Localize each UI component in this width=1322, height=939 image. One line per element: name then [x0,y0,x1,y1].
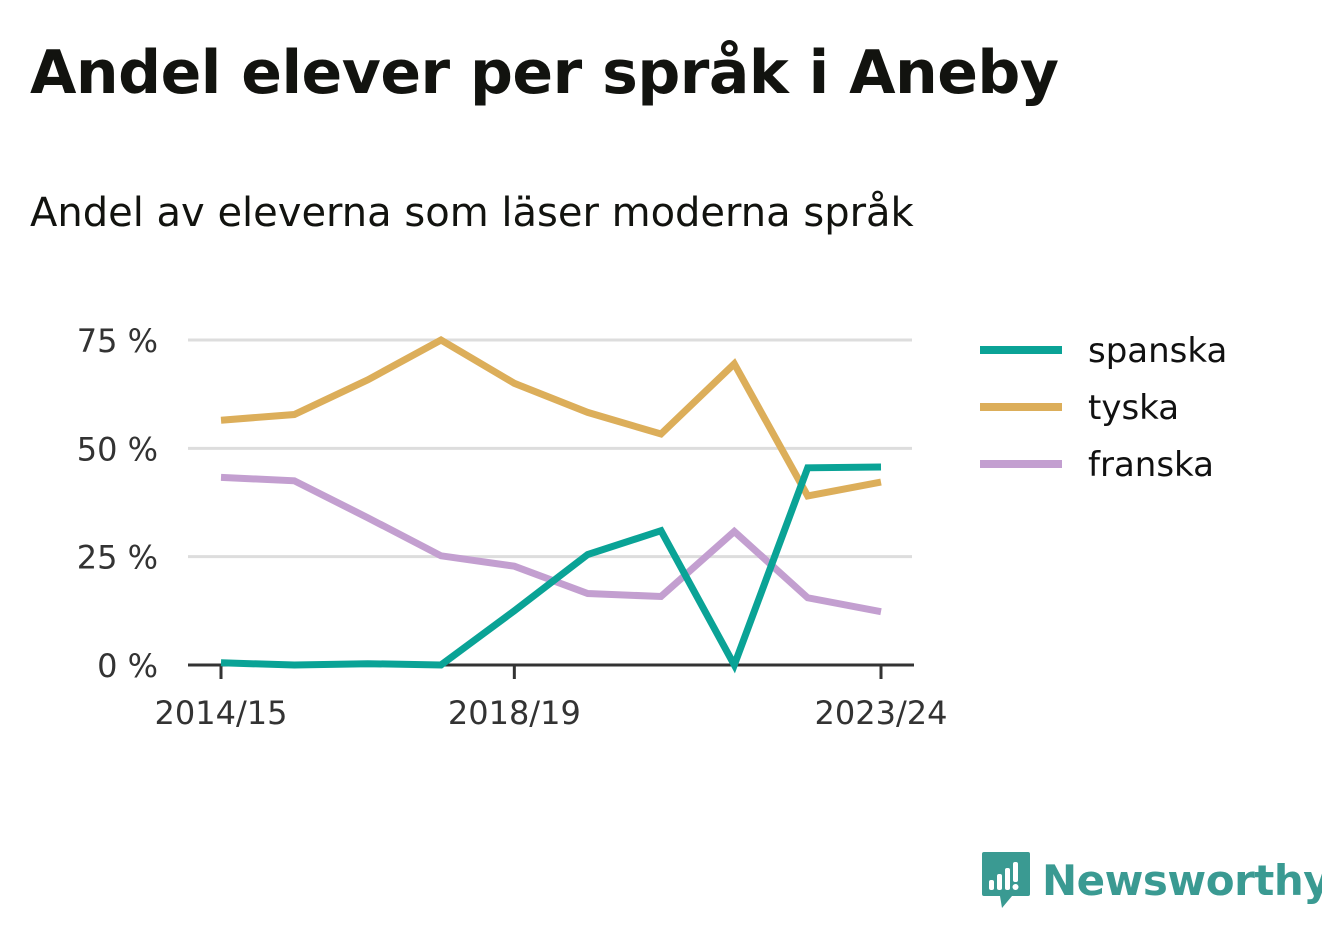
x-axis: 2014/15 2018/19 2023/24 [155,663,948,732]
newsworthy-logo-icon [982,852,1030,908]
y-tick-label: 50 % [77,430,158,468]
legend-label-tyska: tyska [1088,388,1179,428]
chart-subtitle: Andel av eleverna som läser moderna språ… [30,190,914,236]
y-axis: 0 % 25 % 50 % 75 % [77,322,158,685]
legend-label-franska: franska [1088,445,1214,485]
brand-logo: Newsworthy [980,850,1322,910]
chart-title: Andel elever per språk i Aneby [30,38,1059,108]
y-tick-label: 75 % [77,322,158,360]
series-lines [220,335,882,674]
y-tick-label: 25 % [77,539,158,577]
x-tick-label: 2023/24 [815,694,948,732]
x-tick-label: 2018/19 [448,694,581,732]
legend: spanska tyska franska [980,331,1227,485]
brand-name: Newsworthy [1042,855,1322,905]
y-tick-label: 0 % [97,647,158,685]
x-tick-label: 2014/15 [155,694,288,732]
grid-lines [188,338,912,559]
legend-label-spanska: spanska [1088,331,1227,371]
series-line-spanska [220,463,882,674]
series-line-tyska [220,335,882,500]
